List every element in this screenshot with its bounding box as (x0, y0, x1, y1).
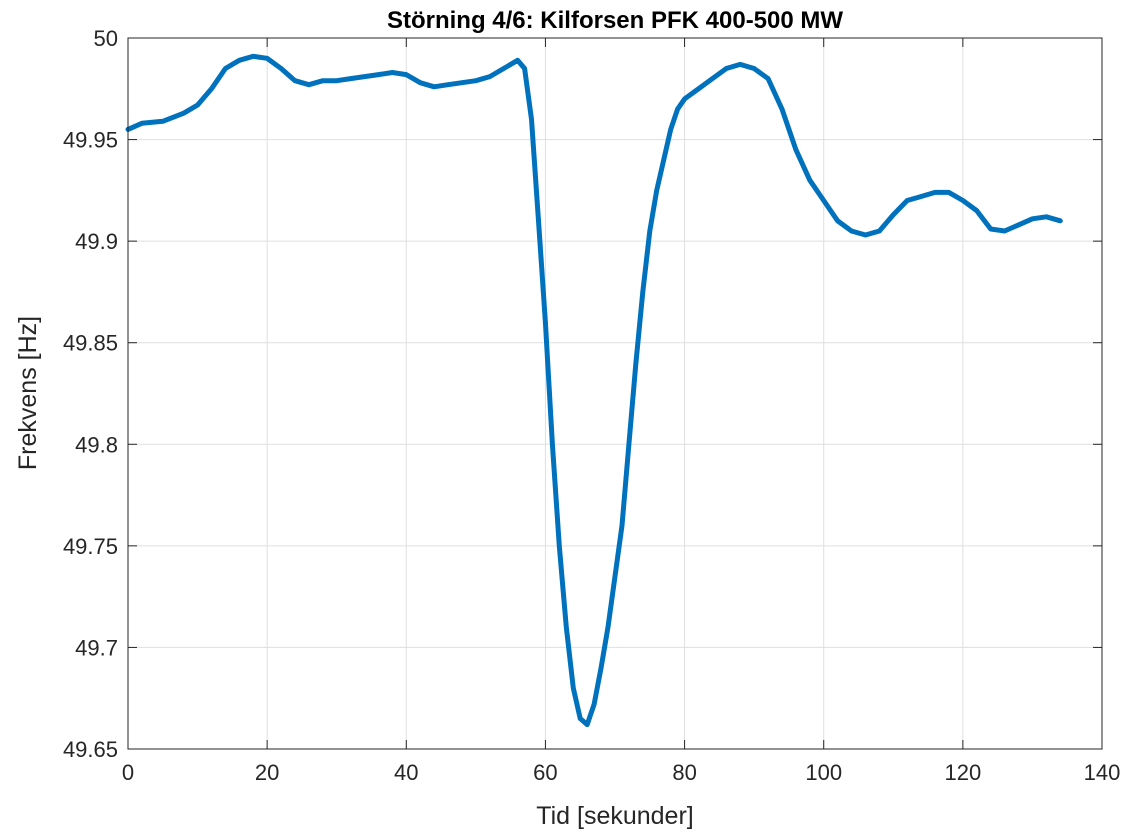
y-tick-label: 50 (94, 26, 118, 51)
y-tick-label: 49.85 (63, 331, 118, 356)
ticks: 0 20 40 60 80 100 120 140 49.65 49.7 49.75 49.8 49.8… (63, 26, 1120, 785)
y-axis-label: Frekvens [Hz] (14, 316, 42, 470)
x-tick-label: 120 (944, 760, 981, 785)
y-tick-label: 49.7 (75, 635, 118, 660)
x-tick-label: 100 (805, 760, 842, 785)
y-tick-label: 49.95 (63, 128, 118, 153)
x-tick-label: 0 (122, 760, 134, 785)
plot-area (128, 38, 1102, 749)
plot-frame (127, 37, 1103, 750)
x-tick-label: 40 (394, 760, 418, 785)
x-tick-label: 60 (533, 760, 557, 785)
x-axis-label: Tid [sekunder] (536, 802, 693, 830)
y-tick-label: 49.75 (63, 534, 118, 559)
series-layer (125, 53, 1063, 728)
x-tick-label: 80 (672, 760, 696, 785)
chart-title: Störning 4/6: Kilforsen PFK 400-500 MW (387, 7, 843, 34)
frequency-line (125, 53, 1063, 728)
y-tick-label: 49.8 (75, 432, 118, 457)
y-tick-label: 49.9 (75, 229, 118, 254)
y-tick-label: 49.65 (63, 737, 118, 762)
grid (128, 38, 1102, 749)
x-tick-label: 20 (255, 760, 279, 785)
x-tick-label: 140 (1084, 760, 1121, 785)
